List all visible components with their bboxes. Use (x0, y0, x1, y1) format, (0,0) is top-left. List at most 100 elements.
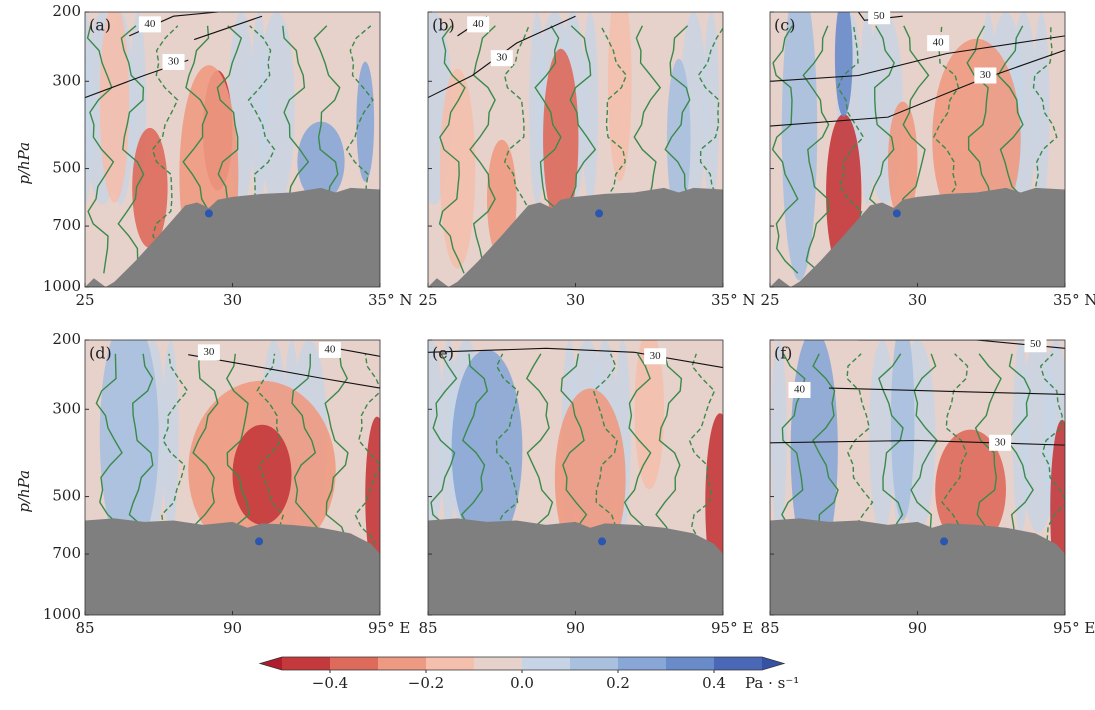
contour-line (932, 25, 961, 274)
colorbar-segment (666, 657, 715, 670)
shading (258, 12, 295, 205)
shading (365, 416, 380, 577)
colorbar-segment (618, 657, 667, 670)
contour-line (503, 25, 531, 274)
colorbar-segment (570, 657, 619, 670)
shading (1033, 12, 1050, 205)
contour-label: 30 (168, 56, 180, 68)
x-tick-label: 85 (760, 619, 779, 637)
x-tick-label: 90 (566, 619, 585, 637)
station (892, 209, 901, 218)
y-axis-label: p/hPa (15, 470, 33, 513)
terrain (428, 518, 723, 615)
colorbar-segment (378, 657, 427, 670)
contour-label: 40 (473, 18, 485, 30)
colorbar-tick-label: 0.0 (510, 674, 534, 692)
y-tick-label: 1000 (43, 277, 81, 295)
x-tick-label: 25 (418, 291, 437, 309)
shading (356, 61, 375, 182)
colorbar-outline (258, 656, 786, 671)
panel (770, 340, 1065, 615)
contour-line (86, 25, 115, 274)
isotach (335, 347, 380, 357)
contour-label: 50 (1030, 338, 1042, 350)
colorbar-tick-label: −0.4 (312, 674, 348, 692)
contour-label-box (138, 16, 161, 33)
contour-line (771, 25, 799, 274)
station (204, 209, 213, 218)
contour-line (117, 25, 145, 274)
panel-label: (b) (432, 16, 455, 35)
contour-label: 30 (203, 346, 215, 358)
contour-label-box (989, 434, 1012, 451)
x-tick-label: 30 (223, 291, 242, 309)
y-tick-label: 500 (52, 487, 81, 505)
x-tick-label: 30 (908, 291, 927, 309)
isotach (770, 439, 1065, 446)
colorbar-segment (714, 657, 763, 670)
shading (703, 12, 720, 205)
y-tick-label: 1000 (43, 605, 81, 623)
colorbar-segment (330, 657, 379, 670)
x-tick-label: 25 (75, 291, 94, 309)
colorbar-extend-high (762, 657, 784, 670)
panel-label: (d) (89, 344, 112, 363)
shading (428, 340, 444, 533)
contour-label-box (974, 67, 997, 84)
shading (582, 12, 599, 205)
shading (607, 12, 632, 182)
shading (439, 68, 476, 269)
contour-label-box (490, 50, 513, 67)
station (595, 209, 604, 218)
colorbar-unit: Pa · s⁻¹ (745, 674, 799, 692)
contour-label: 50 (874, 10, 886, 22)
isotach (188, 354, 380, 389)
contour-label: 40 (324, 343, 336, 355)
isotach (828, 387, 1065, 395)
shading (162, 340, 179, 533)
colorbar-segment (426, 657, 475, 670)
station (940, 537, 949, 546)
contour-line (469, 25, 496, 274)
contour-label-box (868, 8, 891, 25)
y-tick-label: 700 (52, 216, 81, 234)
y-tick-label: 700 (52, 544, 81, 562)
colorbar-tick-label: −0.2 (408, 674, 444, 692)
y-axis-label: p/hPa (15, 142, 33, 185)
shading (132, 127, 168, 248)
panel (770, 12, 1065, 287)
terrain (428, 187, 723, 287)
x-tick-label: 95° E (368, 619, 410, 637)
contour-line (802, 25, 830, 274)
colorbar-segment (282, 657, 331, 670)
terrain (85, 518, 380, 615)
station (598, 537, 607, 546)
shading (869, 340, 896, 533)
y-tick-label: 300 (52, 399, 81, 417)
contour-label: 30 (995, 436, 1007, 448)
contour-label-box (162, 54, 185, 71)
contour-line (438, 25, 466, 274)
contour-line (600, 25, 628, 274)
colorbar-segment (522, 657, 571, 670)
x-tick-label: 90 (908, 619, 927, 637)
isotach (770, 49, 1065, 127)
x-tick-label: 90 (223, 619, 242, 637)
isotach (770, 35, 1065, 82)
x-tick-label: 25 (760, 291, 779, 309)
contour-label: 30 (650, 350, 662, 362)
contour-label-box (644, 348, 667, 365)
contour-line (836, 25, 865, 274)
y-tick-label: 200 (52, 2, 81, 20)
contour-label-box (318, 341, 341, 358)
colorbar-tick-label: 0.2 (606, 674, 630, 692)
y-tick-label: 300 (52, 71, 81, 89)
shading (770, 340, 787, 533)
x-tick-label: 95° E (711, 619, 753, 637)
shading (935, 429, 1006, 550)
contour-line (151, 25, 179, 274)
x-tick-label: 85 (418, 619, 437, 637)
terrain (85, 187, 380, 287)
contour-label: 40 (933, 37, 945, 49)
contour-label-box (927, 35, 950, 52)
